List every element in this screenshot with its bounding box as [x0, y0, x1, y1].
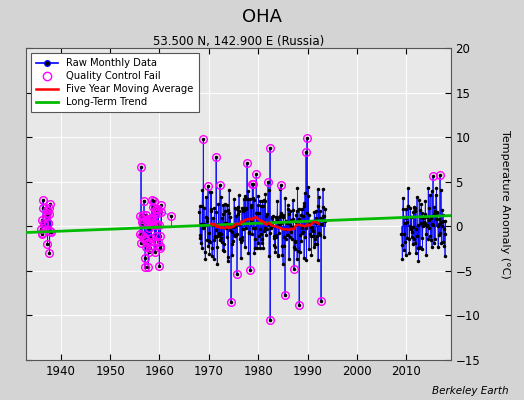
Y-axis label: Temperature Anomaly (°C): Temperature Anomaly (°C): [500, 130, 510, 278]
Text: Berkeley Earth: Berkeley Earth: [432, 386, 508, 396]
Title: 53.500 N, 142.900 E (Russia): 53.500 N, 142.900 E (Russia): [153, 35, 324, 48]
Text: OHA: OHA: [242, 8, 282, 26]
Legend: Raw Monthly Data, Quality Control Fail, Five Year Moving Average, Long-Term Tren: Raw Monthly Data, Quality Control Fail, …: [31, 53, 199, 112]
